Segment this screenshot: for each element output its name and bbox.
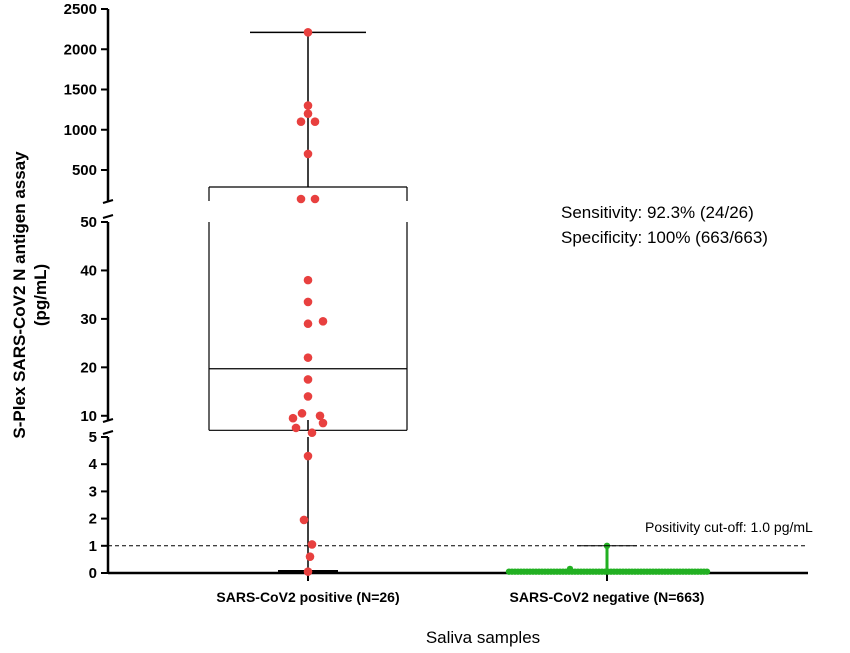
y-tick-label: 2000 <box>64 41 97 58</box>
x-axis-label: Saliva samples <box>426 628 540 647</box>
y-tick-label: 500 <box>72 162 97 179</box>
data-point-positive <box>288 413 298 423</box>
data-point-positive <box>303 451 313 461</box>
y-tick-label: 1500 <box>64 82 97 99</box>
data-point-positive <box>315 411 325 421</box>
y-tick-label: 3 <box>89 483 97 500</box>
axes: 0 1 2 3 4 5 10 20 30 40 50 500 1000 1500 2000 2500 <box>64 1 808 582</box>
data-point-positive <box>303 375 313 384</box>
data-point-positive <box>291 423 301 433</box>
x-category-label-positive: SARS-CoV2 positive (N=26) <box>216 589 399 605</box>
data-point-positive <box>310 117 320 126</box>
data-point-positive <box>303 392 313 401</box>
y-axis-unit-label: (pg/mL) <box>31 264 50 326</box>
data-point-positive <box>296 117 306 126</box>
y-tick-label: 20 <box>80 359 97 376</box>
data-point-positive <box>299 515 309 525</box>
data-point-positive <box>303 28 313 37</box>
data-point-positive <box>318 418 328 428</box>
data-point-positive <box>303 109 313 118</box>
axis-break-mark <box>102 418 114 423</box>
data-point-positive <box>297 409 307 418</box>
y-tick-label: 1000 <box>64 122 97 139</box>
y-tick-label: 0 <box>89 565 97 582</box>
data-point-positive <box>303 567 313 576</box>
y-tick-label: 50 <box>80 214 97 231</box>
data-point-positive <box>307 540 317 549</box>
data-point-positive <box>303 101 313 110</box>
data-point-positive <box>303 319 313 329</box>
y-tick-label: 4 <box>89 456 98 473</box>
data-point-positive <box>303 149 313 159</box>
y-tick-label: 5 <box>89 429 97 446</box>
cutoff-label: Positivity cut-off: 1.0 pg/mL <box>645 519 813 535</box>
sensitivity-annotation: Sensitivity: 92.3% (24/26) <box>561 203 754 222</box>
axis-break-mark <box>102 430 114 435</box>
y-axis-label: S-Plex SARS-CoV2 N antigen assay <box>10 151 29 439</box>
y-tick-label: 2 <box>89 511 97 528</box>
data-point-positive <box>307 428 317 438</box>
axis-break-mark <box>102 214 114 219</box>
data-point-positive <box>305 552 315 561</box>
chart-marks <box>108 28 808 576</box>
y-tick-label: 10 <box>80 408 97 425</box>
data-point-positive <box>310 194 320 204</box>
data-point-negative <box>566 565 574 573</box>
data-point-positive <box>303 275 313 285</box>
y-tick-label: 40 <box>80 262 97 279</box>
data-point-positive <box>303 353 313 362</box>
x-category-label-negative: SARS-CoV2 negative (N=663) <box>510 589 705 605</box>
y-tick-label: 30 <box>80 311 97 328</box>
y-tick-label: 1 <box>89 538 97 555</box>
y-tick-label: 2500 <box>64 1 97 18</box>
data-point-positive <box>296 194 306 204</box>
axis-break-mark <box>102 199 114 204</box>
data-point-positive <box>303 297 313 307</box>
data-point-positive <box>318 317 328 326</box>
data-point-negative <box>703 568 711 575</box>
specificity-annotation: Specificity: 100% (663/663) <box>561 228 768 247</box>
